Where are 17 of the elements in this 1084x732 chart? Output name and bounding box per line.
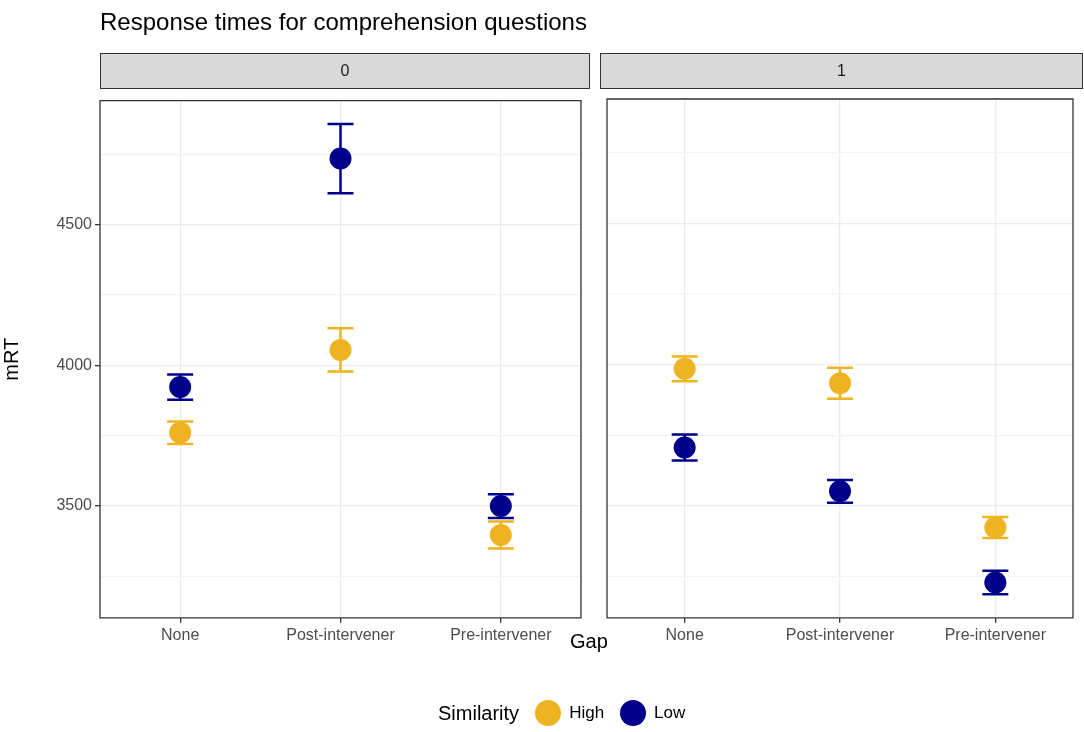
x-tick-label: Post-intervener <box>286 625 396 643</box>
x-tick-label: Pre-intervener <box>450 625 553 643</box>
y-tick-label: 4500 <box>56 215 93 233</box>
legend-title: Similarity <box>438 701 520 725</box>
chart-subtitle: 1 <box>600 53 1083 89</box>
chart-subtitle: 0 <box>100 53 590 89</box>
legend-label: High <box>569 703 605 723</box>
chart-title: Response times for comprehension questions <box>100 8 587 36</box>
y-tick-label: 3500 <box>56 496 93 514</box>
x-tick-label: Pre-intervener <box>944 625 1047 643</box>
legend-label: Low <box>654 703 686 723</box>
y-axis-title: mRT <box>0 337 22 381</box>
y-tick-label: 4000 <box>56 355 93 373</box>
x-tick-label: None <box>161 625 200 643</box>
x-tick-label: Post-intervener <box>785 625 895 643</box>
x-tick-label: None <box>665 625 704 643</box>
x-axis-title: Gap <box>570 630 608 653</box>
